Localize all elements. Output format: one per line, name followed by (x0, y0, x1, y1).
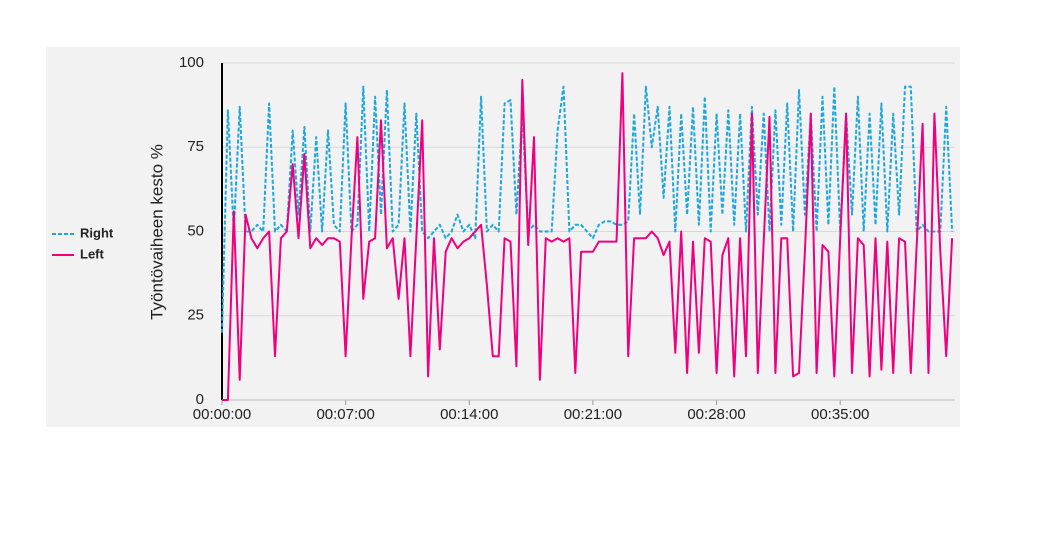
x-tick-label: 00:28:00 (687, 406, 745, 423)
x-tick-label: 00:07:00 (316, 406, 374, 423)
legend-label: Right (80, 225, 114, 240)
x-tick-label: 00:35:00 (811, 406, 869, 423)
x-tick-label: 00:21:00 (564, 406, 622, 423)
chart-background (46, 47, 960, 427)
y-axis-label: Työntövaiheen kesto % (147, 144, 166, 320)
x-tick-label: 00:14:00 (440, 406, 498, 423)
y-tick-label: 50 (187, 222, 204, 239)
series-line (222, 72, 954, 401)
series-line (221, 85, 954, 333)
y-tick-label: 0 (196, 391, 204, 408)
y-tick-label: 100 (179, 54, 204, 71)
y-tick-label: 25 (187, 307, 204, 324)
y-tick-label: 75 (187, 138, 204, 155)
legend: Right Left (52, 225, 114, 261)
legend-label: Left (80, 246, 105, 261)
x-tick-label: 00:00:00 (193, 406, 251, 423)
